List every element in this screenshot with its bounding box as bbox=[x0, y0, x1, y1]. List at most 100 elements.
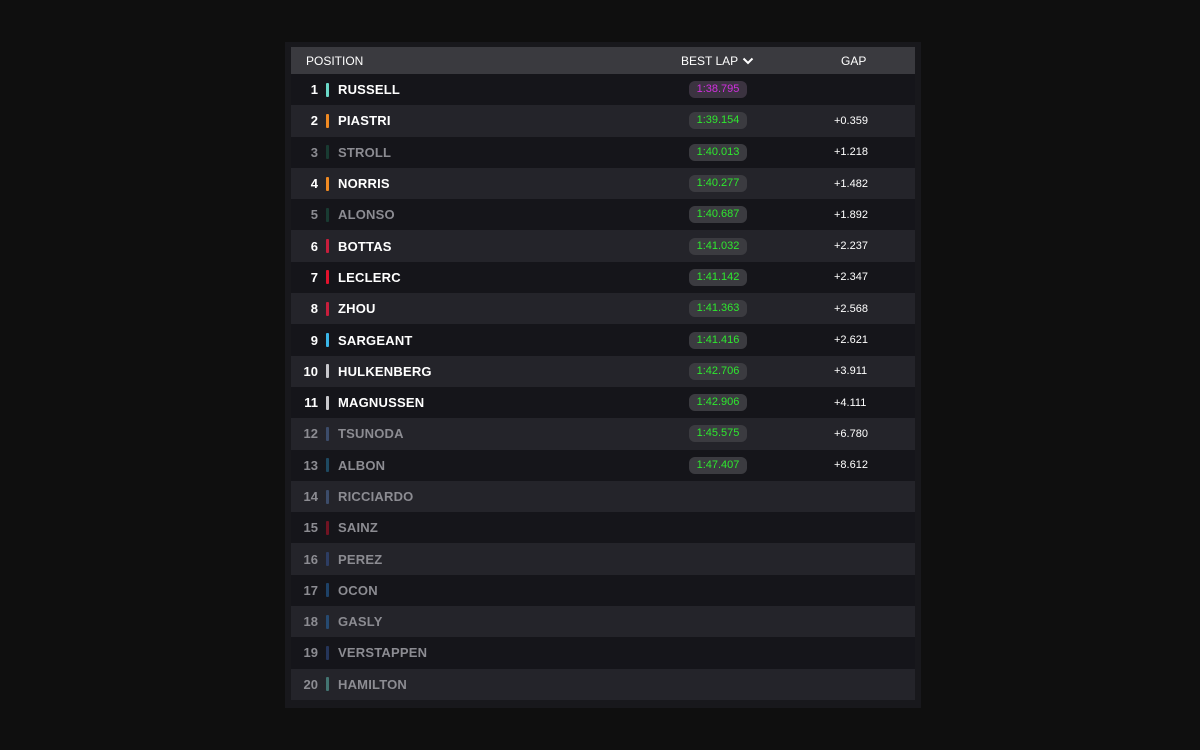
best-lap-time: 1:41.142 bbox=[689, 268, 747, 286]
team-color-bar bbox=[326, 239, 329, 254]
best-lap-time: 1:39.154 bbox=[689, 112, 747, 130]
driver-name: NORRIS bbox=[338, 176, 390, 192]
gap-value: +2.568 bbox=[834, 302, 868, 315]
best-lap-time: 1:42.906 bbox=[689, 394, 747, 412]
chevron-down-icon bbox=[742, 57, 754, 64]
gap-value: +0.359 bbox=[834, 114, 868, 127]
gap-value: +1.892 bbox=[834, 208, 868, 221]
driver-row[interactable]: 13 ALBON 1:47.407 +8.612 bbox=[291, 449, 915, 481]
gap-value: +2.237 bbox=[834, 240, 868, 253]
team-color-bar bbox=[326, 458, 329, 473]
team-color-bar bbox=[326, 552, 329, 567]
driver-row[interactable]: 19 VERSTAPPEN bbox=[291, 637, 915, 669]
driver-name: GASLY bbox=[338, 614, 383, 630]
driver-position: 10 bbox=[303, 363, 318, 379]
driver-name: SARGEANT bbox=[338, 332, 413, 348]
team-color-bar bbox=[326, 645, 329, 660]
driver-row[interactable]: 6 BOTTAS 1:41.032 +2.237 bbox=[291, 230, 915, 262]
driver-row[interactable]: 3 STROLL 1:40.013 +1.218 bbox=[291, 136, 915, 168]
driver-position: 12 bbox=[303, 426, 318, 442]
driver-position: 6 bbox=[310, 238, 318, 254]
gap-value: +6.780 bbox=[834, 427, 868, 440]
driver-position: 13 bbox=[303, 457, 318, 473]
team-color-bar bbox=[326, 489, 329, 504]
driver-position: 20 bbox=[303, 676, 318, 692]
driver-row[interactable]: 7 LECLERC 1:41.142 +2.347 bbox=[291, 261, 915, 294]
fastest-lap-time: 1:38.795 bbox=[689, 81, 747, 99]
best-lap-time: 1:41.416 bbox=[689, 331, 747, 349]
gap-value: +1.482 bbox=[834, 177, 868, 190]
team-color-bar bbox=[326, 176, 329, 191]
driver-name: HULKENBERG bbox=[338, 363, 432, 379]
team-color-bar bbox=[326, 426, 329, 441]
best-lap-time: 1:40.013 bbox=[689, 143, 747, 161]
position-column-header[interactable]: POSITION bbox=[306, 53, 364, 68]
driver-row[interactable]: 1 RUSSELL 1:38.795 bbox=[291, 74, 915, 106]
best-lap-column-header[interactable]: BEST LAP bbox=[681, 54, 754, 68]
driver-row[interactable]: 20 HAMILTON bbox=[291, 668, 915, 700]
driver-position: 17 bbox=[303, 582, 318, 598]
driver-name: TSUNODA bbox=[338, 426, 404, 442]
driver-position: 9 bbox=[310, 332, 318, 348]
driver-name: STROLL bbox=[338, 144, 392, 160]
driver-row[interactable]: 18 GASLY bbox=[291, 606, 915, 638]
best-lap-time: 1:41.363 bbox=[689, 300, 747, 318]
driver-row[interactable]: 10 HULKENBERG 1:42.706 +3.911 bbox=[291, 355, 915, 387]
driver-row[interactable]: 8 ZHOU 1:41.363 +2.568 bbox=[291, 293, 915, 325]
team-color-bar bbox=[326, 145, 329, 160]
driver-name: HAMILTON bbox=[338, 676, 407, 692]
driver-row[interactable]: 2 PIASTRI 1:39.154 +0.359 bbox=[291, 105, 915, 137]
driver-position: 18 bbox=[303, 614, 318, 630]
driver-position: 15 bbox=[303, 520, 318, 536]
team-color-bar bbox=[326, 333, 329, 348]
gap-value: +2.347 bbox=[834, 271, 868, 284]
driver-row[interactable]: 17 OCON bbox=[291, 574, 915, 607]
driver-name: LECLERC bbox=[338, 269, 401, 285]
driver-name: SAINZ bbox=[338, 520, 378, 536]
driver-position: 5 bbox=[310, 207, 318, 223]
driver-name: OCON bbox=[338, 582, 378, 598]
driver-position: 3 bbox=[310, 144, 318, 160]
driver-row[interactable]: 16 PEREZ bbox=[291, 543, 915, 575]
driver-position: 7 bbox=[310, 269, 318, 285]
driver-name: PEREZ bbox=[338, 551, 383, 567]
gap-value: +2.621 bbox=[834, 334, 868, 347]
driver-row[interactable]: 12 TSUNODA 1:45.575 +6.780 bbox=[291, 418, 915, 450]
best-lap-time: 1:47.407 bbox=[689, 456, 747, 474]
team-color-bar bbox=[326, 364, 329, 379]
table-header: POSITION BEST LAP GAP bbox=[291, 47, 915, 74]
driver-list: 1 RUSSELL 1:38.795 2 PIASTRI 1:39.154 +0.359 3 S… bbox=[291, 74, 915, 700]
driver-position: 16 bbox=[303, 551, 318, 567]
team-color-bar bbox=[326, 207, 329, 222]
gap-value: +1.218 bbox=[834, 146, 868, 159]
driver-row[interactable]: 11 MAGNUSSEN 1:42.906 +4.111 bbox=[291, 386, 915, 419]
driver-row[interactable]: 9 SARGEANT 1:41.416 +2.621 bbox=[291, 324, 915, 356]
team-color-bar bbox=[326, 301, 329, 316]
driver-row[interactable]: 5 ALONSO 1:40.687 +1.892 bbox=[291, 199, 915, 231]
best-lap-time: 1:45.575 bbox=[689, 425, 747, 443]
team-color-bar bbox=[326, 583, 329, 598]
best-lap-header-label: BEST LAP bbox=[681, 53, 739, 68]
driver-name: RUSSELL bbox=[338, 82, 401, 98]
driver-position: 11 bbox=[304, 395, 318, 411]
team-color-bar bbox=[326, 270, 329, 285]
best-lap-time: 1:40.277 bbox=[689, 175, 747, 193]
driver-row[interactable]: 4 NORRIS 1:40.277 +1.482 bbox=[291, 167, 915, 200]
driver-position: 8 bbox=[310, 301, 318, 317]
team-color-bar bbox=[326, 520, 329, 535]
gap-value: +4.111 bbox=[834, 396, 867, 409]
gap-column-header[interactable]: GAP bbox=[841, 53, 867, 68]
driver-position: 4 bbox=[310, 176, 318, 192]
driver-position: 1 bbox=[310, 82, 318, 98]
driver-row[interactable]: 14 RICCIARDO bbox=[291, 480, 915, 513]
best-lap-time: 1:42.706 bbox=[689, 362, 747, 380]
driver-name: MAGNUSSEN bbox=[338, 395, 425, 411]
best-lap-time: 1:40.687 bbox=[689, 206, 747, 224]
driver-name: RICCIARDO bbox=[338, 489, 414, 504]
driver-name: ALONSO bbox=[338, 207, 395, 223]
driver-name: VERSTAPPEN bbox=[338, 645, 428, 661]
team-color-bar bbox=[326, 82, 329, 97]
team-color-bar bbox=[326, 395, 329, 410]
timing-tower: POSITION BEST LAP GAP 1 RUSSELL 1:38.795 2 P… bbox=[285, 42, 921, 708]
driver-row[interactable]: 15 SAINZ bbox=[291, 512, 915, 544]
